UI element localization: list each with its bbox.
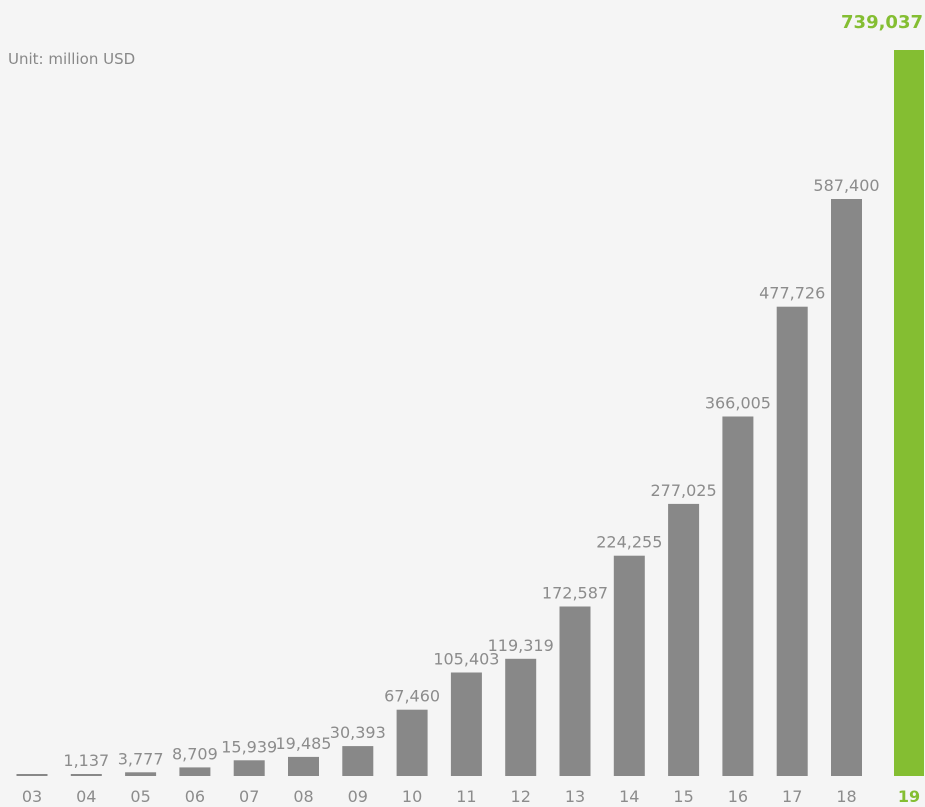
x-tick-label-12: 12 — [511, 787, 531, 806]
bar-08 — [288, 756, 319, 776]
x-tick-label-03: 03 — [22, 787, 42, 806]
x-tick-label-15: 15 — [673, 787, 693, 806]
bar-17 — [776, 306, 808, 776]
bar-05 — [125, 772, 157, 776]
x-tick-labels-group: 03 04 05 06 07 08 09 10 11 12 13 14 15 16 17 18 19 — [22, 787, 920, 806]
value-label-04: 1,137 — [63, 751, 109, 770]
bar-03 — [16, 774, 48, 776]
x-tick-label-18: 18 — [836, 787, 856, 806]
value-label-16: 366,005 — [705, 394, 771, 413]
value-label-07: 15,939 — [221, 737, 277, 756]
bar-18 — [831, 199, 862, 776]
x-tick-label-19: 19 — [898, 787, 920, 806]
value-label-13: 172,587 — [542, 584, 608, 603]
value-label-17: 477,726 — [759, 284, 825, 303]
x-tick-label-08: 08 — [293, 787, 313, 806]
value-label-19: 739,037 — [841, 12, 923, 33]
value-label-15: 277,025 — [651, 481, 717, 500]
value-label-08: 19,485 — [276, 734, 332, 753]
bar-04 — [70, 774, 102, 776]
bar-11 — [450, 672, 482, 776]
bar-10 — [396, 709, 428, 776]
bar-09 — [342, 746, 374, 776]
value-label-05: 3,777 — [118, 749, 164, 768]
bar-13 — [559, 606, 591, 776]
unit-label: Unit: million USD — [8, 50, 136, 68]
value-label-06: 8,709 — [172, 744, 218, 763]
x-tick-label-05: 05 — [130, 787, 150, 806]
value-label-11: 105,403 — [433, 650, 499, 669]
x-tick-label-06: 06 — [185, 787, 205, 806]
bar-15 — [668, 503, 700, 776]
value-label-09: 30,393 — [330, 723, 386, 742]
bar-14 — [613, 555, 645, 776]
value-label-14: 224,255 — [596, 533, 662, 552]
bar-06 — [179, 767, 211, 776]
bars-group — [16, 50, 924, 776]
bar-16 — [722, 416, 754, 776]
bar-19 — [894, 50, 924, 776]
x-tick-label-09: 09 — [348, 787, 368, 806]
bar-12 — [505, 658, 537, 776]
x-tick-label-17: 17 — [782, 787, 802, 806]
x-tick-label-07: 07 — [239, 787, 259, 806]
bar-07 — [233, 760, 265, 776]
x-tick-label-16: 16 — [728, 787, 748, 806]
value-label-12: 119,319 — [488, 636, 554, 655]
x-tick-label-10: 10 — [402, 787, 422, 806]
value-label-10: 67,460 — [384, 687, 440, 706]
value-label-18: 587,400 — [813, 176, 879, 195]
x-tick-label-13: 13 — [565, 787, 585, 806]
x-tick-label-04: 04 — [76, 787, 96, 806]
x-tick-label-14: 14 — [619, 787, 639, 806]
x-tick-label-11: 11 — [456, 787, 476, 806]
